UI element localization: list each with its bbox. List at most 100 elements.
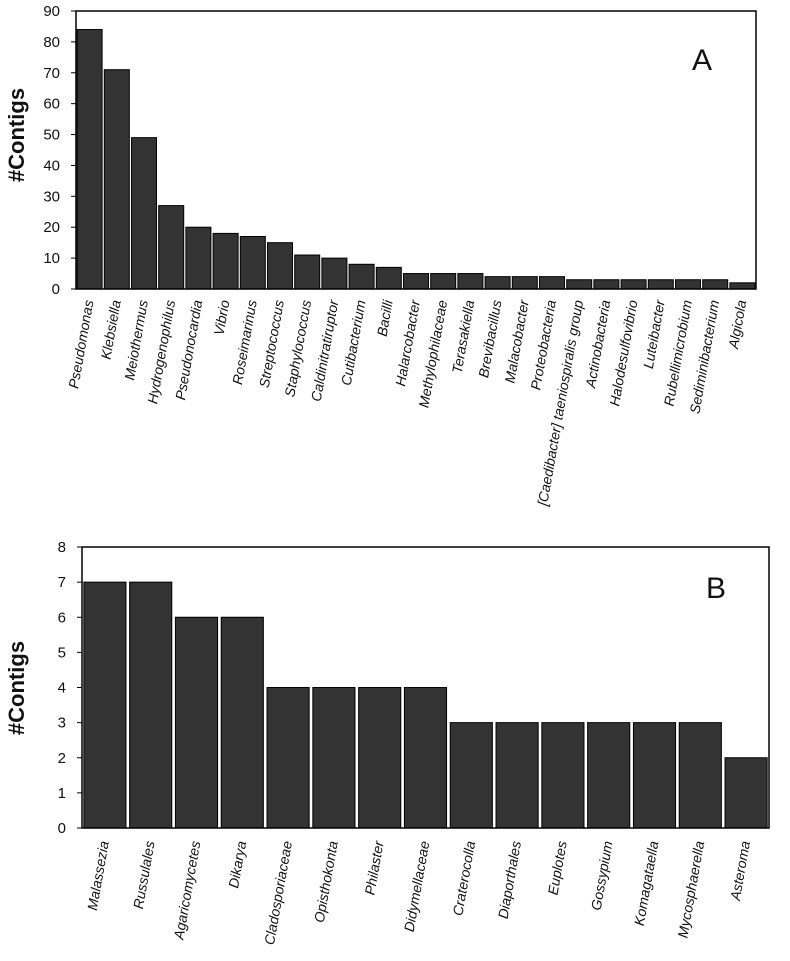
bar-roseimarinus [239, 235, 266, 290]
category-label: Meiothermus [121, 299, 151, 381]
category-label: Pseudonocardia [172, 299, 205, 402]
y-tick-label: 4 [58, 680, 66, 697]
category-label: Komagataella [631, 840, 662, 927]
category-label: Halarcobacter [392, 297, 423, 387]
y-tick-label: 60 [43, 96, 60, 113]
bar-brevibacillus [484, 276, 511, 290]
bar-halodesulfovibrio [620, 279, 647, 290]
bar-terasakiella [457, 273, 484, 290]
chart-panel-b: 0 1 2 3 4 5 6 7 8 Malassezia Russulales Agaricomyce… [4, 539, 770, 946]
category-label: Didymellaceae [401, 840, 433, 933]
category-label: Bacilli [374, 298, 396, 338]
category-label: Opisthokonta [311, 840, 341, 924]
category-label: Pseudomonas [65, 299, 96, 390]
y-axis-title: #Contigs [4, 88, 29, 182]
y-tick-label: 50 [43, 127, 60, 144]
category-label: Gossypium [588, 839, 616, 911]
y-tick-label: 6 [58, 609, 66, 626]
bar-luteibacter [647, 279, 674, 290]
bar-sediminibacterium [702, 279, 729, 290]
bar-actinobacteria [593, 279, 620, 290]
bar-philaster [358, 687, 402, 829]
bar-opisthokonta [312, 687, 356, 829]
bar-diaporthales [495, 722, 539, 829]
category-label: Craterocolla [449, 840, 478, 917]
y-tick-label: 70 [43, 65, 60, 82]
category-label: Halodesulfovibrio [606, 299, 640, 408]
category-label: Actinobacteria [582, 299, 613, 390]
category-label: Diaporthales [495, 840, 524, 920]
category-label: Terasakiella [449, 299, 478, 375]
bar-algicola [729, 282, 756, 290]
bar-russulales [129, 581, 173, 829]
y-tick-label: 90 [43, 3, 60, 20]
bar-komagataella [632, 722, 677, 829]
category-label: Agaricomycetes [170, 840, 203, 942]
chart-panel-a: 0 10 20 30 40 50 60 70 80 90 Pseudomonas Klebsiella… [4, 3, 757, 508]
bar-mycosphaerella [678, 722, 722, 829]
panel-label: A [692, 44, 712, 77]
category-label: Philaster [361, 838, 386, 896]
y-tick-label: 0 [52, 281, 60, 298]
category-label: Algicola [725, 299, 749, 351]
y-tick-label: 20 [43, 219, 60, 236]
bar-vibrio [212, 232, 239, 290]
bar-cutibacterium [348, 263, 375, 290]
category-label: Caldinitratiruptor [308, 297, 342, 402]
category-label: Asteroma [727, 840, 753, 903]
y-tick-label: 30 [43, 188, 60, 205]
category-label: Proteobacteria [527, 299, 559, 392]
bar-pseudomonas [76, 29, 103, 290]
category-label: Methylophilaceae [415, 299, 450, 409]
bar-craterocolla [449, 722, 493, 829]
y-tick-label: 40 [43, 157, 60, 174]
bar-rubellimicrobium [674, 279, 702, 290]
bar-malacobacter [511, 276, 538, 290]
category-label: Roseimarinus [229, 299, 260, 386]
category-label: Euplotes [545, 840, 570, 896]
category-label: Cutibacterium [338, 298, 369, 386]
bar-methylophilaceae [430, 273, 457, 290]
plot-frame [75, 10, 757, 290]
bar-klebsiella [103, 69, 130, 290]
y-tick-label: 7 [58, 574, 66, 591]
category-label: Brevibacillus [475, 299, 504, 379]
bar-agaricomycetes [174, 616, 219, 829]
bar-halarcobacter [402, 273, 430, 290]
bar-euplotes [541, 722, 585, 829]
category-label: Cladosporiaceae [261, 840, 295, 946]
category-label: Dikarya [225, 840, 249, 890]
bar-dikarya [220, 616, 264, 829]
bar-asteroma [724, 757, 768, 829]
y-axis-title: #Contigs [4, 641, 29, 735]
bar-caedibacter-taeniospiralis-group [566, 279, 593, 290]
y-tick-label: 10 [43, 250, 60, 267]
bar-cladosporiaceae [266, 687, 310, 829]
bar-malassezia [83, 581, 127, 829]
bar-bacilli [375, 266, 402, 290]
y-tick-label: 5 [58, 644, 66, 661]
category-label: Malassezia [84, 840, 112, 912]
y-tick-label: 2 [58, 750, 66, 767]
y-tick-label: 8 [58, 539, 66, 556]
category-label: Malacobacter [501, 297, 532, 384]
y-tick-label: 3 [58, 715, 66, 732]
category-label: Luteibacter [640, 297, 668, 369]
category-label: Streptococcus [256, 299, 287, 389]
category-label: Mycosphaerella [674, 840, 707, 940]
bar-meiothermus [130, 137, 158, 290]
bar-hydrogenophilus [158, 205, 185, 290]
bar-didymellaceae [403, 687, 448, 829]
category-label: Russulales [130, 840, 158, 910]
y-tick-label: 0 [58, 820, 66, 837]
bar-staphylococcus [294, 254, 321, 290]
bar-streptococcus [266, 242, 294, 290]
y-tick-label: 80 [43, 34, 60, 51]
category-label: Vibrio [211, 299, 233, 337]
bar-pseudonocardia [185, 226, 212, 290]
bar-proteobacteria [538, 276, 566, 290]
y-tick-label: 1 [58, 785, 66, 802]
category-label: Klebsiella [98, 299, 124, 361]
category-label: Staphylococcus [281, 299, 314, 398]
